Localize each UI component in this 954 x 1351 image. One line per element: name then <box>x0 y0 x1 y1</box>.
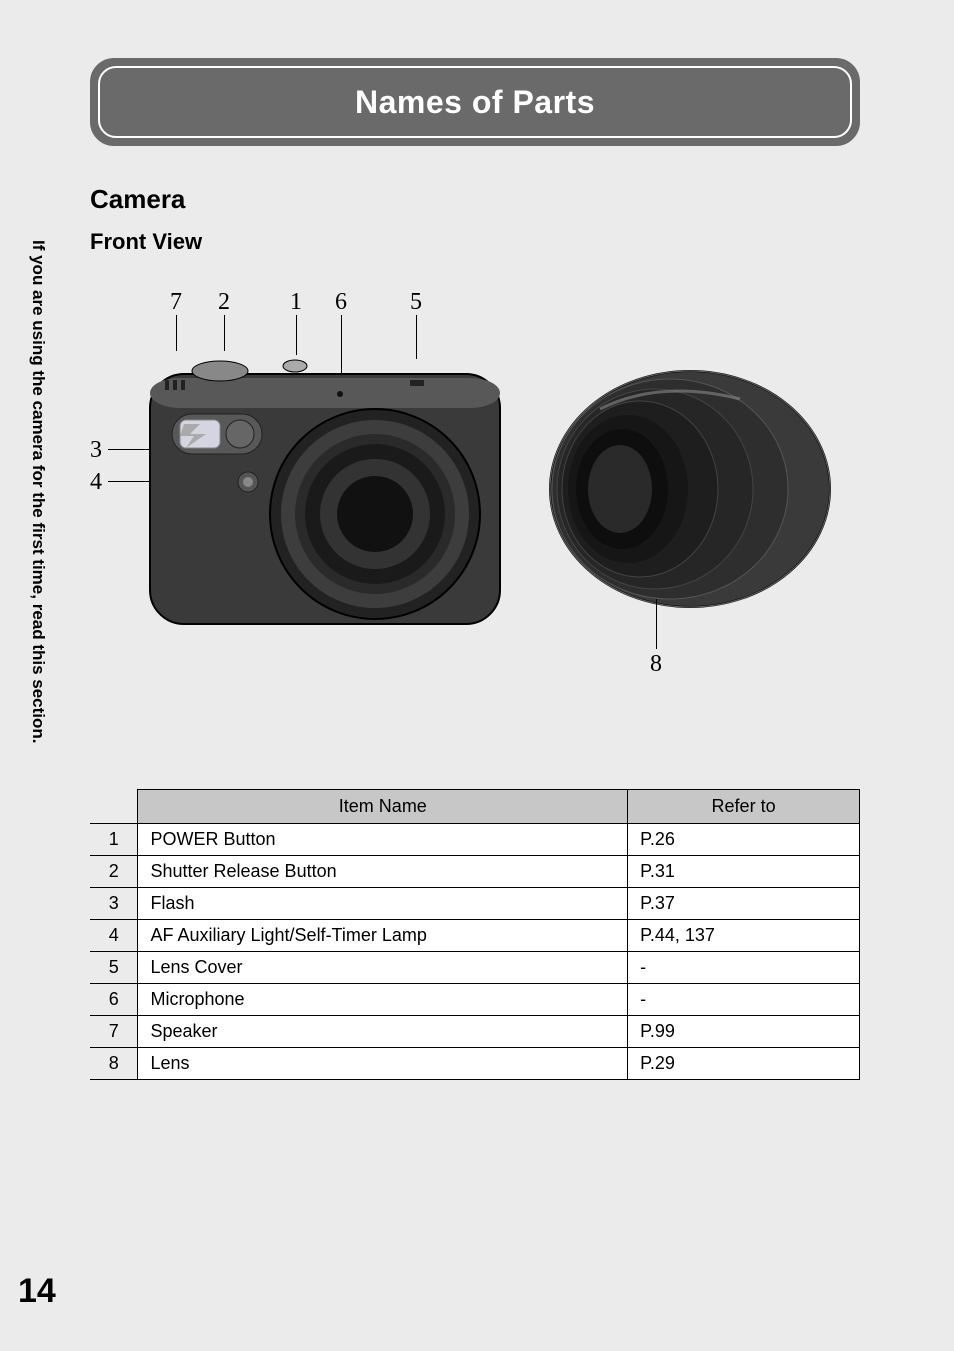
side-tab: If you are using the camera for the firs… <box>0 0 70 1351</box>
row-name: Flash <box>138 888 628 920</box>
table-row: 8 Lens P.29 <box>90 1048 860 1080</box>
parts-table: Item Name Refer to 1 POWER Button P.26 2… <box>90 789 860 1080</box>
table-row: 4 AF Auxiliary Light/Self-Timer Lamp P.4… <box>90 920 860 952</box>
row-name: Shutter Release Button <box>138 856 628 888</box>
row-name: POWER Button <box>138 824 628 856</box>
callout-5: 5 <box>410 289 422 316</box>
callout-6: 6 <box>335 289 347 316</box>
page-number: 14 <box>18 1272 56 1311</box>
callout-3: 3 <box>90 437 102 464</box>
table-row: 5 Lens Cover - <box>90 952 860 984</box>
leader-line <box>656 599 657 649</box>
table-header-row: Item Name Refer to <box>90 790 860 824</box>
row-ref: P.31 <box>628 856 860 888</box>
table-body: 1 POWER Button P.26 2 Shutter Release Bu… <box>90 824 860 1080</box>
row-idx: 6 <box>90 984 138 1016</box>
row-idx: 7 <box>90 1016 138 1048</box>
table-header-blank <box>90 790 138 824</box>
row-idx: 5 <box>90 952 138 984</box>
page-title: Names of Parts <box>355 84 595 121</box>
side-tab-label: If you are using the camera for the firs… <box>28 240 48 744</box>
row-ref: - <box>628 984 860 1016</box>
row-ref: P.44, 137 <box>628 920 860 952</box>
callout-2: 2 <box>218 289 230 316</box>
row-name: Lens Cover <box>138 952 628 984</box>
row-idx: 2 <box>90 856 138 888</box>
row-idx: 4 <box>90 920 138 952</box>
camera-side-illustration <box>540 339 840 649</box>
table-row: 7 Speaker P.99 <box>90 1016 860 1048</box>
row-name: Speaker <box>138 1016 628 1048</box>
title-banner: Names of Parts <box>90 58 860 146</box>
row-name: AF Auxiliary Light/Self-Timer Lamp <box>138 920 628 952</box>
table-header-name: Item Name <box>138 790 628 824</box>
row-ref: P.37 <box>628 888 860 920</box>
row-ref: P.26 <box>628 824 860 856</box>
section-heading: Camera <box>90 184 880 215</box>
callout-8: 8 <box>650 651 662 678</box>
row-ref: P.99 <box>628 1016 860 1048</box>
camera-front-illustration <box>140 344 520 664</box>
row-idx: 3 <box>90 888 138 920</box>
table-row: 3 Flash P.37 <box>90 888 860 920</box>
table-row: 6 Microphone - <box>90 984 860 1016</box>
subsection-heading: Front View <box>90 229 880 255</box>
row-idx: 1 <box>90 824 138 856</box>
table-row: 2 Shutter Release Button P.31 <box>90 856 860 888</box>
row-name: Microphone <box>138 984 628 1016</box>
table-row: 1 POWER Button P.26 <box>90 824 860 856</box>
row-ref: P.29 <box>628 1048 860 1080</box>
row-name: Lens <box>138 1048 628 1080</box>
callout-7: 7 <box>170 289 182 316</box>
camera-diagram: 7 2 1 6 5 3 4 <box>90 289 860 699</box>
row-ref: - <box>628 952 860 984</box>
table-header-ref: Refer to <box>628 790 860 824</box>
row-idx: 8 <box>90 1048 138 1080</box>
callout-1: 1 <box>290 289 302 316</box>
callout-4: 4 <box>90 469 102 496</box>
page-content: Names of Parts Camera Front View 7 2 1 6… <box>90 58 880 1080</box>
